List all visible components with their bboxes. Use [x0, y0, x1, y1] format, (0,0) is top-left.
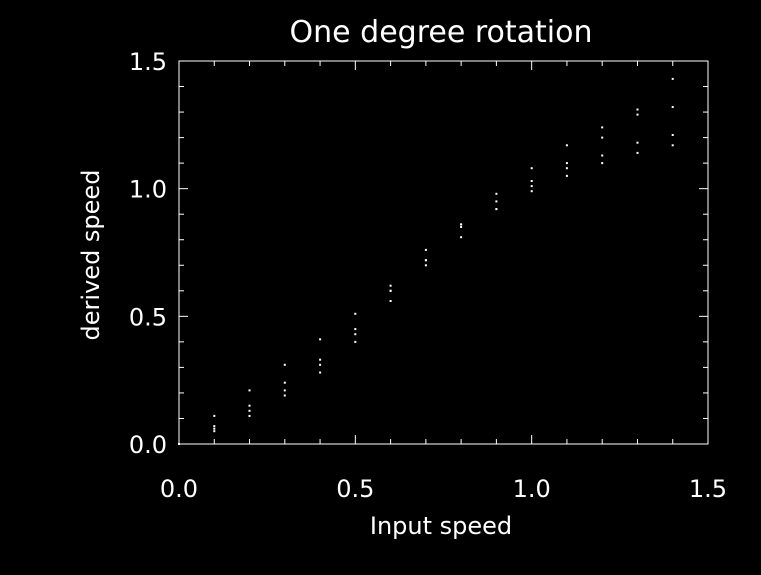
scatter-point — [636, 141, 639, 144]
scatter-point — [213, 430, 216, 433]
scatter-point — [530, 167, 533, 170]
scatter-point — [389, 284, 392, 287]
chart-title: One degree rotation — [290, 15, 593, 50]
scatter-point — [636, 151, 639, 154]
x-tick-label: 1.0 — [513, 475, 551, 503]
scatter-point — [530, 185, 533, 188]
scatter-point — [671, 77, 674, 80]
y-axis-label: derived speed — [77, 170, 105, 341]
scatter-point — [354, 312, 357, 315]
scatter-point — [671, 134, 674, 136]
scatter-point — [530, 180, 533, 182]
scatter-point — [460, 226, 463, 228]
scatter-series — [178, 144, 674, 445]
scatter-point — [389, 289, 392, 292]
scatter-point — [565, 162, 568, 165]
scatter-point — [495, 208, 498, 211]
scatter-point — [283, 381, 286, 384]
x-axis-label: Input speed — [370, 512, 512, 540]
scatter-point — [319, 363, 322, 366]
scatter-point — [565, 174, 568, 177]
scatter-point — [283, 389, 286, 392]
scatter-point — [424, 248, 427, 251]
scatter-point — [460, 223, 463, 226]
scatter-point — [283, 363, 286, 366]
scatter-points — [178, 77, 674, 445]
scatter-point — [601, 162, 604, 165]
scatter-point — [354, 328, 357, 331]
x-tick-label: 0.0 — [160, 475, 198, 503]
scatter-point — [671, 144, 674, 147]
scatter-point — [248, 404, 251, 407]
scatter-point — [565, 144, 568, 147]
scatter-point — [424, 264, 427, 267]
y-tick-label: 1.0 — [129, 176, 167, 204]
scatter-point — [636, 113, 639, 116]
axis-tick-labels: 0.0 0.5 1.0 1.5 0.0 0.5 1.0 1.5 — [129, 48, 727, 503]
scatter-point — [495, 200, 498, 203]
scatter-point — [354, 333, 357, 336]
scatter-point — [213, 414, 216, 417]
scatter-point — [601, 154, 604, 157]
scatter-point — [460, 236, 463, 239]
scatter-point — [248, 409, 251, 412]
scatter-point — [424, 259, 427, 262]
axis-ticks — [178, 60, 709, 445]
scatter-point — [671, 106, 674, 108]
scatter-point — [248, 414, 251, 417]
scatter-point — [319, 371, 322, 374]
scatter-point — [636, 108, 639, 111]
scatter-point — [601, 136, 604, 139]
x-tick-label: 0.5 — [336, 475, 374, 503]
y-tick-label: 1.5 — [129, 48, 167, 76]
plot-frame — [178, 60, 709, 445]
x-tick-label: 1.5 — [689, 475, 727, 503]
scatter-point — [530, 190, 533, 193]
scatter-point — [319, 358, 322, 361]
scatter-point — [601, 126, 604, 129]
scatter-point — [213, 425, 216, 428]
scatter-point — [248, 389, 251, 392]
scatter-point — [354, 340, 357, 343]
scatter-point — [565, 167, 568, 170]
scatter-point — [213, 427, 216, 430]
scatter-point — [389, 300, 392, 302]
scatter-point — [178, 443, 180, 445]
scatter-point — [319, 338, 322, 341]
scatter-point — [495, 192, 498, 195]
y-tick-label: 0.0 — [129, 431, 167, 459]
y-tick-label: 0.5 — [129, 303, 167, 331]
scatter-point — [283, 394, 286, 397]
